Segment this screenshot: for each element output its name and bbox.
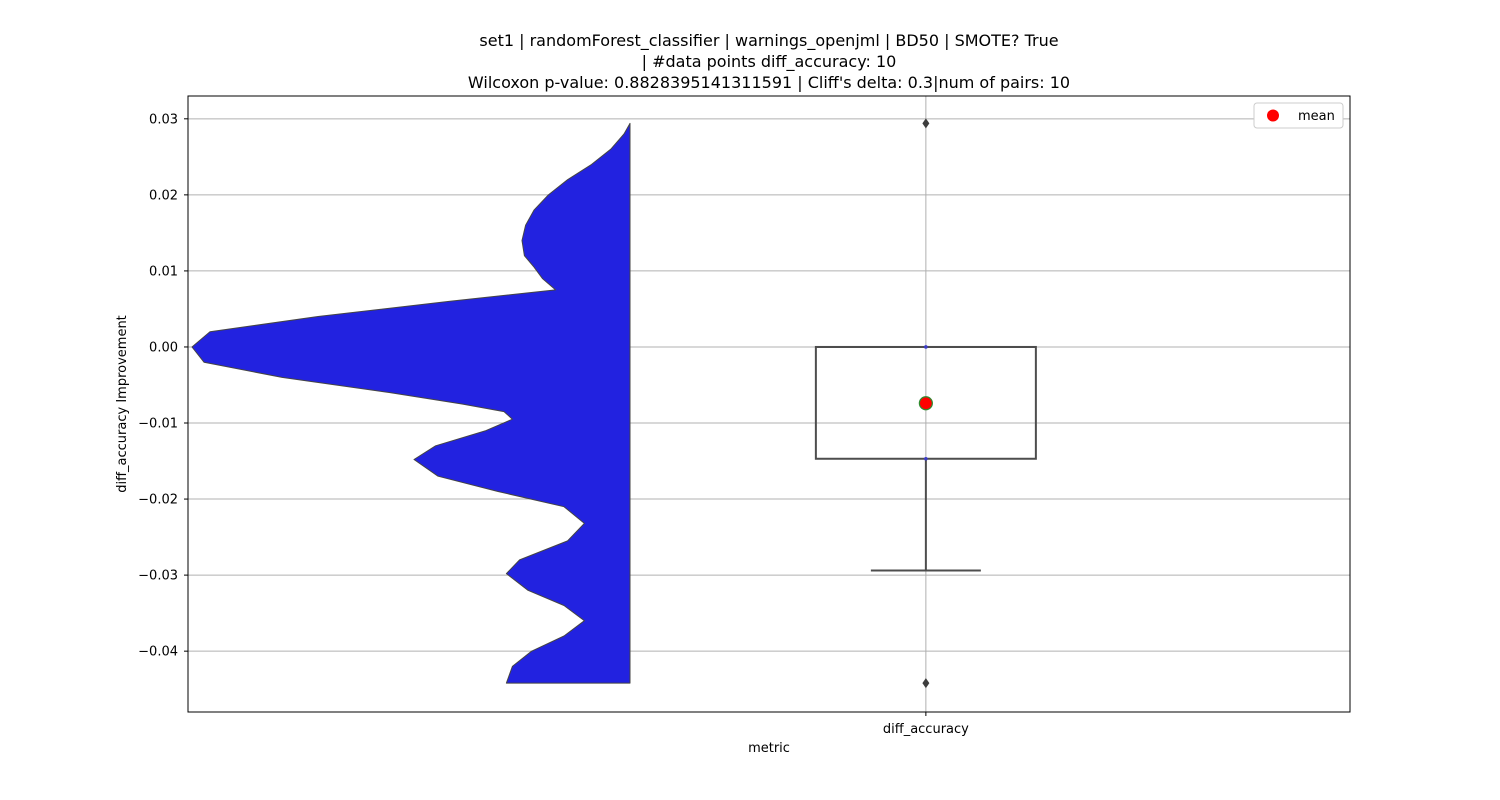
mean-marker xyxy=(918,396,933,411)
violin-body xyxy=(191,122,631,684)
y-axis-ticks: 0.03 0.02 0.01 0.00 −0.01 −0.02 −0.03 −0.04 xyxy=(138,112,188,660)
boxplot xyxy=(814,118,1037,689)
x-axis-label: metric xyxy=(748,741,790,756)
violin xyxy=(191,122,631,684)
x-tick-label: diff_accuracy xyxy=(883,722,969,737)
chart-title-line-2: | #data points diff_accuracy: 10 xyxy=(642,52,897,72)
y-tick-label: 0.00 xyxy=(149,340,178,355)
x-axis-ticks: diff_accuracy xyxy=(883,712,969,737)
plot-frame xyxy=(187,95,1351,713)
y-tick-label: −0.02 xyxy=(138,493,178,508)
box-median-point xyxy=(924,345,928,349)
chart-title: set1 | randomForest_classifier | warning… xyxy=(468,31,1070,92)
outlier-point xyxy=(922,678,930,689)
legend-mean-marker xyxy=(1267,109,1279,122)
legend-box xyxy=(1253,102,1344,129)
y-tick-label: 0.01 xyxy=(149,264,178,279)
chart-title-line-3: Wilcoxon p-value: 0.8828395141311591 | C… xyxy=(468,73,1070,92)
y-tick-label: −0.03 xyxy=(138,569,178,584)
y-tick-label: 0.03 xyxy=(149,112,178,127)
outlier-point xyxy=(922,118,930,129)
y-tick-label: −0.04 xyxy=(138,645,178,660)
legend-mean-label: mean xyxy=(1298,109,1335,124)
y-axis-label: diff_accuracy Improvement xyxy=(115,315,130,493)
chart-title-line-1: set1 | randomForest_classifier | warning… xyxy=(479,31,1058,51)
legend: mean xyxy=(1253,102,1344,129)
y-tick-label: 0.02 xyxy=(149,188,178,203)
box-q1-point xyxy=(924,456,928,461)
y-tick-label: −0.01 xyxy=(138,417,178,432)
